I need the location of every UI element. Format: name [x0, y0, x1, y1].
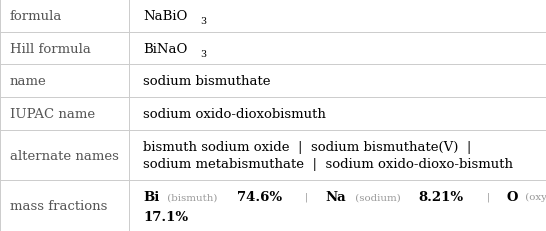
Text: |: |	[477, 192, 500, 201]
Text: 8.21%: 8.21%	[419, 190, 464, 203]
Text: 17.1%: 17.1%	[143, 210, 188, 223]
Text: 74.6%: 74.6%	[238, 190, 282, 203]
Text: formula: formula	[10, 10, 62, 23]
Text: sodium metabismuthate  |  sodium oxido-dioxo-bismuth: sodium metabismuthate | sodium oxido-dio…	[143, 157, 513, 170]
Text: BiNaO: BiNaO	[143, 42, 187, 55]
Text: sodium bismuthate: sodium bismuthate	[143, 75, 271, 88]
Text: (oxygen): (oxygen)	[521, 192, 546, 201]
Text: (bismuth): (bismuth)	[164, 192, 221, 201]
Text: name: name	[10, 75, 46, 88]
Text: alternate names: alternate names	[10, 149, 118, 162]
Text: (sodium): (sodium)	[352, 192, 403, 201]
Text: 3: 3	[200, 17, 206, 26]
Text: O: O	[507, 190, 518, 203]
Text: Bi: Bi	[143, 190, 159, 203]
Text: mass fractions: mass fractions	[10, 199, 107, 212]
Text: sodium oxido-dioxobismuth: sodium oxido-dioxobismuth	[143, 107, 326, 120]
Text: 3: 3	[200, 49, 206, 58]
Text: |: |	[295, 192, 318, 201]
Text: Na: Na	[325, 190, 346, 203]
Text: bismuth sodium oxide  |  sodium bismuthate(V)  |: bismuth sodium oxide | sodium bismuthate…	[143, 140, 471, 153]
Text: NaBiO: NaBiO	[143, 10, 187, 23]
Text: IUPAC name: IUPAC name	[10, 107, 95, 120]
Text: Hill formula: Hill formula	[10, 42, 91, 55]
